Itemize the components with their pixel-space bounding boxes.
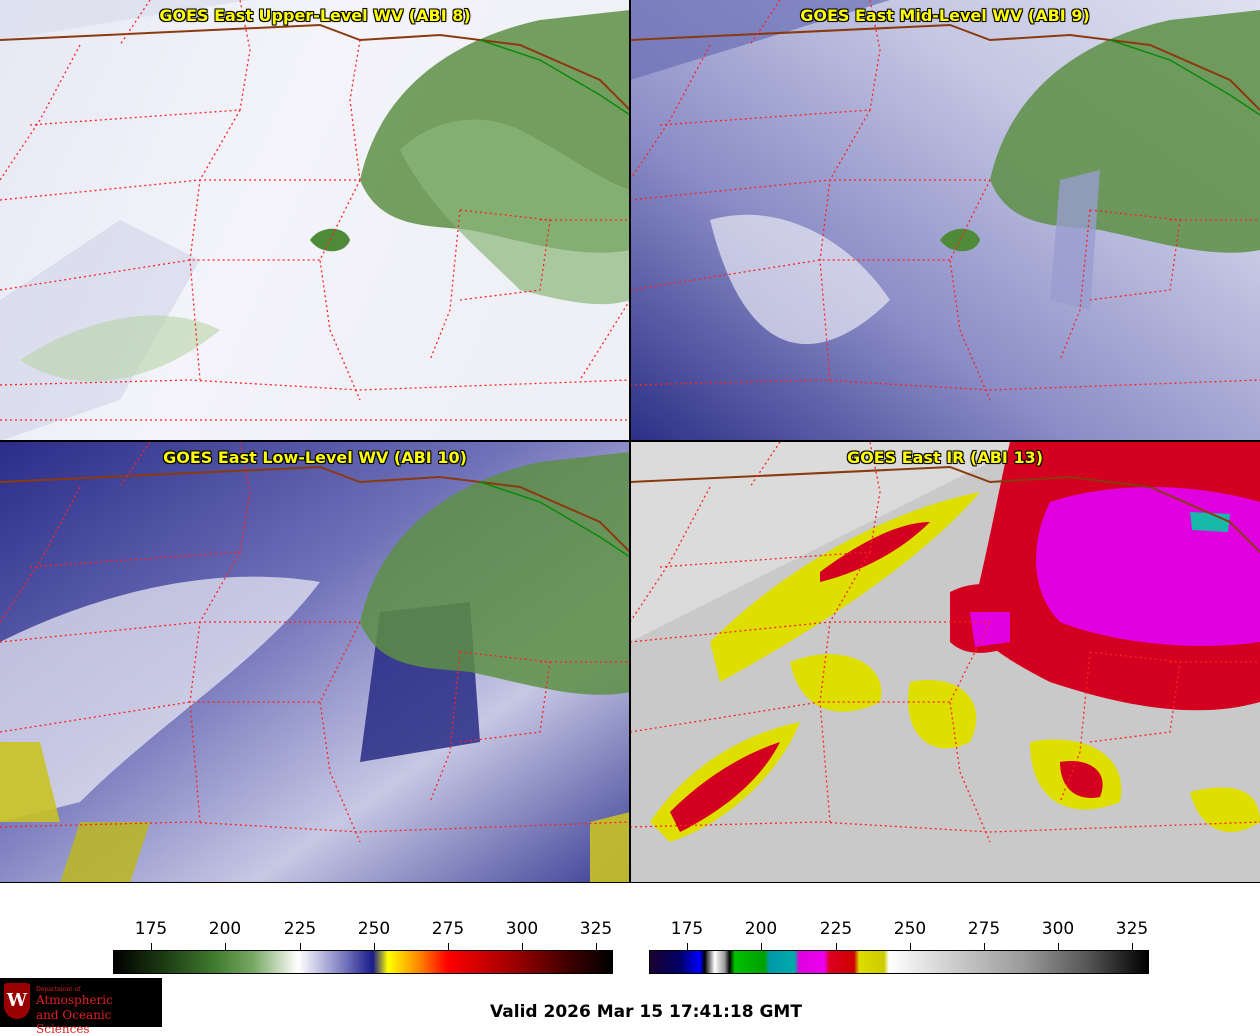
panel-divider-horizontal [0,440,1260,442]
colorbar-tickmark [300,943,301,951]
low-level-wv-image [0,442,630,883]
panel-border-bottom [0,882,1260,883]
colorbar-tick-label: 225 [819,919,853,939]
colorbar-tick-label: 275 [967,919,1001,939]
colorbar-tickmark [910,943,911,951]
logo-dept-text: Department of [36,986,81,993]
colorbar-tick-label: 275 [431,919,465,939]
wv-colorbar-ticks: 175 200 225 250 275 300 325 [114,919,612,951]
colorbar-tickmark [522,943,523,951]
panel-mid-level-wv: GOES East Mid-Level WV (ABI 9) [630,0,1260,441]
panel-low-level-wv: GOES East Low-Level WV (ABI 10) [0,442,630,883]
logo-line1: Atmospheric [36,993,113,1007]
colorbar-tick-label: 175 [670,919,704,939]
wv-colorbar [113,950,613,974]
ir-colorbar [649,950,1149,974]
ir-image [630,442,1260,883]
colorbar-tickmark [1058,943,1059,951]
colorbar-tickmark [596,943,597,951]
panel-ir: GOES East IR (ABI 13) [630,442,1260,883]
aos-logo: W Department of Atmospheric and Oceanic … [0,978,162,1036]
colorbar-tick-label: 250 [357,919,391,939]
panel-title: GOES East Low-Level WV (ABI 10) [163,448,467,467]
colorbar-tick-label: 200 [208,919,242,939]
upper-level-wv-image [0,0,630,441]
colorbar-tick-label: 175 [134,919,168,939]
colorbar-tickmark [225,943,226,951]
panel-title: GOES East Upper-Level WV (ABI 8) [159,6,471,25]
colorbar-tickmark [448,943,449,951]
colorbar-tickmark [374,943,375,951]
colorbar-tickmark [984,943,985,951]
panel-upper-level-wv: GOES East Upper-Level WV (ABI 8) [0,0,630,441]
uw-shield-icon: W [4,983,30,1019]
colorbar-tick-label: 325 [1115,919,1149,939]
colorbar-tickmark [836,943,837,951]
colorbar-tickmark [1132,943,1133,951]
colorbar-tickmark [687,943,688,951]
colorbar-tick-label: 250 [893,919,927,939]
colorbar-tickmark [761,943,762,951]
ir-colorbar-ticks: 175 200 225 250 275 300 325 [650,919,1148,951]
colorbar-tick-label: 325 [579,919,613,939]
mid-level-wv-image [630,0,1260,441]
colorbar-tick-label: 200 [744,919,778,939]
valid-time-label: Valid 2026 Mar 15 17:41:18 GMT [490,1002,802,1022]
colorbar-tick-label: 225 [283,919,317,939]
colorbar-tickmark [151,943,152,951]
panel-title: GOES East IR (ABI 13) [846,448,1044,467]
panel-title: GOES East Mid-Level WV (ABI 9) [800,6,1090,25]
colorbar-tick-label: 300 [505,919,539,939]
colorbar-tick-label: 300 [1041,919,1075,939]
